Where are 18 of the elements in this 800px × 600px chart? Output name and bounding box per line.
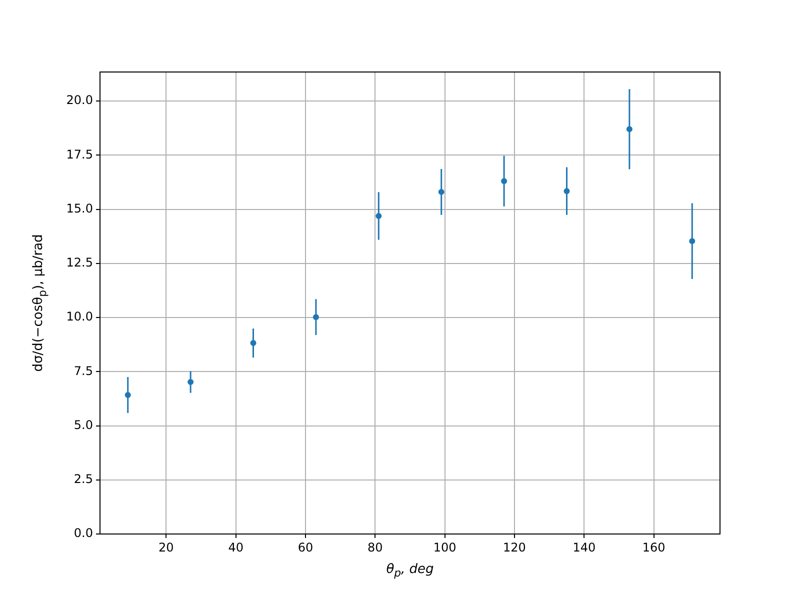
y-tick-label: 5.0 [74,418,93,432]
x-tick-label: 20 [158,540,174,554]
y-tick-label: 2.5 [74,472,93,486]
x-tick-label: 120 [503,540,526,554]
x-tick-label: 80 [368,540,383,554]
x-tick-label: 160 [642,540,666,554]
x-tick-label: 60 [298,540,314,554]
y-tick-label: 17.5 [66,147,93,162]
y-tick-label: 15.0 [66,201,93,216]
y-tick-label: 20.0 [66,93,93,108]
y-tick-label: 0.0 [74,526,93,540]
x-tick-label: 100 [433,540,456,554]
y-tick-label: 7.5 [74,364,93,378]
x-axis-title: θ$_{p}$, deg [385,562,435,580]
x-tick-label: 40 [228,540,244,554]
x-tick-label: 140 [572,540,596,554]
y-tick-label: 12.5 [66,256,93,270]
y-tick-label: 10.0 [66,310,93,324]
